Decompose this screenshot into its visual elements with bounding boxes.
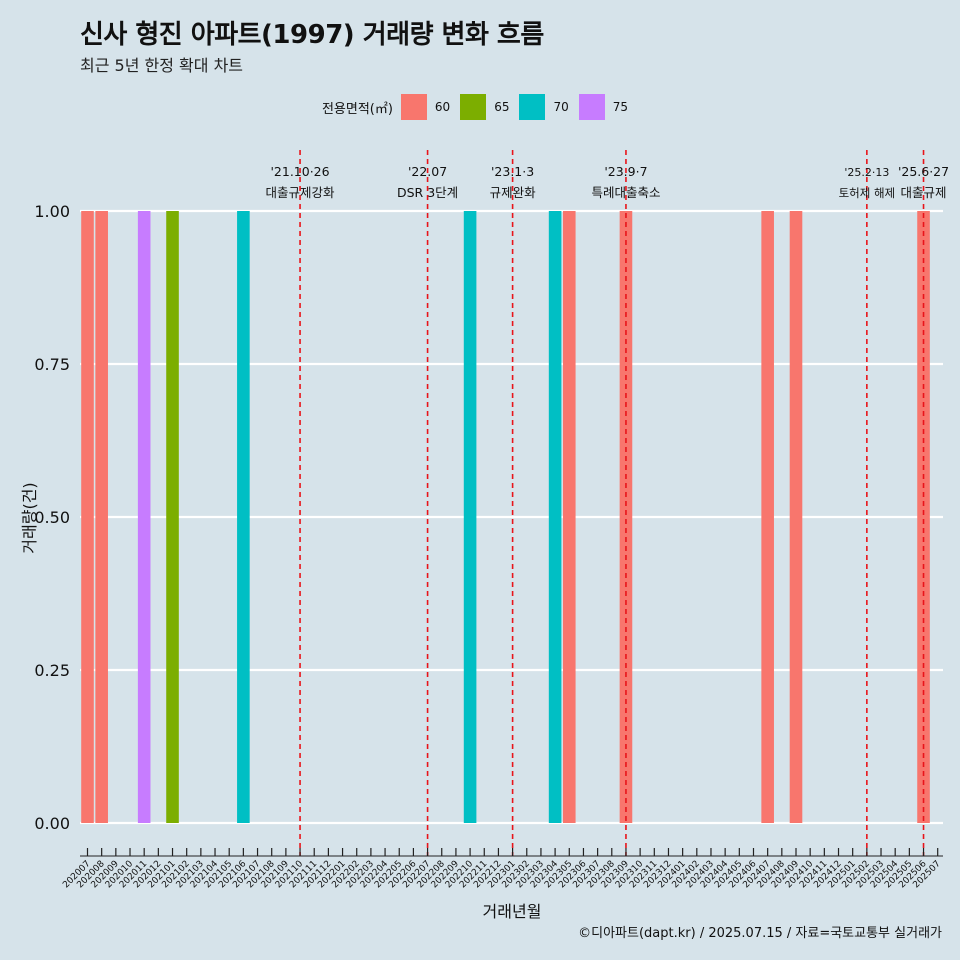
legend-item-60: 60 bbox=[400, 94, 451, 120]
bar-202210-70 bbox=[463, 211, 477, 823]
y-tick-label: 0.75 bbox=[34, 355, 70, 374]
event-text-label: 규제완화 bbox=[490, 185, 537, 200]
event-text-label: 토허제 해제 bbox=[839, 186, 896, 200]
legend-label-65: 65 bbox=[494, 100, 510, 114]
event-date-label: '25.6·27 bbox=[898, 164, 949, 179]
legend-label-60: 60 bbox=[434, 100, 451, 114]
legend-swatch-65 bbox=[460, 94, 487, 120]
chart-title: 신사 형진 아파트(1997) 거래량 변화 흐름 bbox=[80, 20, 544, 50]
event-text-label: DSR 3단계 bbox=[397, 185, 458, 200]
legend-swatch-75 bbox=[578, 94, 605, 120]
event-date-label: '21.10·26 bbox=[270, 164, 329, 179]
bar-202008-60 bbox=[95, 211, 108, 823]
bar-202106-70 bbox=[237, 211, 250, 823]
bar-202304-70 bbox=[548, 211, 562, 823]
bar-202007-60 bbox=[81, 211, 94, 823]
bar-202101-65 bbox=[166, 211, 179, 823]
y-tick-label: 0.50 bbox=[34, 508, 70, 527]
legend-swatch-70 bbox=[519, 94, 546, 120]
event-date-label: '23.9·7 bbox=[604, 164, 647, 179]
source-caption: ©디아파트(dapt.kr) / 2025.07.15 / 자료=국토교통부 실… bbox=[578, 926, 942, 941]
event-date-label: '22.07 bbox=[408, 164, 447, 179]
legend-label-70: 70 bbox=[553, 100, 569, 114]
bar-202506-60 bbox=[917, 211, 930, 823]
bar-202309-60 bbox=[619, 211, 633, 823]
legend-item-75: 75 bbox=[578, 94, 629, 120]
legend-label-75: 75 bbox=[612, 100, 629, 114]
event-text-label: 대출규제강화 bbox=[266, 185, 336, 200]
y-axis-label: 거래량(건) bbox=[20, 482, 39, 554]
event-text-label: 대출규제 bbox=[901, 185, 947, 200]
legend-swatch-60 bbox=[400, 94, 427, 120]
bar-202409-60 bbox=[789, 211, 803, 823]
event-text-label: 특례대출축소 bbox=[591, 185, 660, 200]
legend: 전용면적(㎡) 60 65 70 75 bbox=[0, 92, 960, 122]
y-tick-label: 0.00 bbox=[34, 814, 70, 833]
bar-202011-75 bbox=[137, 211, 151, 823]
bar-202407-60 bbox=[761, 211, 774, 823]
bar-202305-60 bbox=[562, 211, 576, 823]
legend-item-65: 65 bbox=[460, 94, 509, 120]
legend-item-70: 70 bbox=[519, 94, 569, 120]
event-date-label: '25.2·13 bbox=[844, 166, 889, 179]
chart-subtitle: 최근 5년 한정 확대 차트 bbox=[80, 56, 244, 75]
legend-title: 전용면적(㎡) bbox=[321, 101, 393, 117]
event-date-label: '23.1·3 bbox=[491, 164, 534, 179]
y-tick-label: 0.25 bbox=[34, 661, 70, 680]
y-tick-label: 1.00 bbox=[34, 202, 70, 221]
x-axis-label: 거래년월 bbox=[482, 902, 542, 921]
